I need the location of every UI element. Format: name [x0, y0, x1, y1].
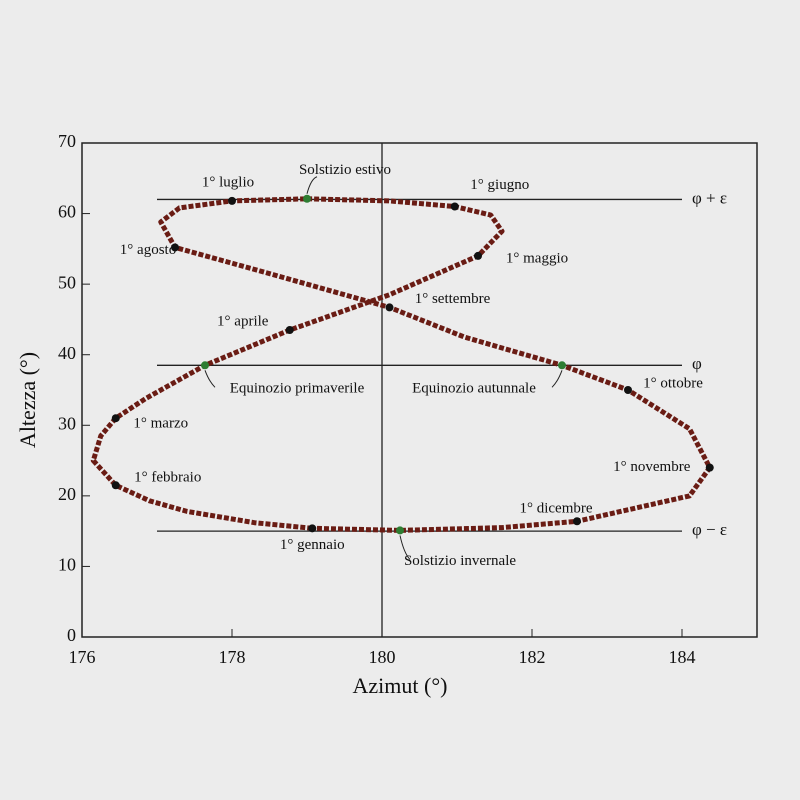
y-tick-label: 40 [58, 343, 76, 363]
y-axis-title: Altezza (°) [15, 352, 40, 448]
plot-frame [81, 142, 758, 638]
date-point [111, 481, 120, 490]
annotation: 1° giugno [470, 177, 529, 193]
annotation: Equinozio primaverile [230, 381, 365, 397]
date-point [228, 196, 236, 205]
y-tick-label: 70 [58, 131, 76, 151]
x-tick-label: 180 [369, 647, 396, 667]
x-tick-label: 182 [519, 647, 546, 667]
x-axis-title: Azimut (°) [353, 673, 448, 698]
annotation: 1° marzo [133, 416, 188, 432]
leader-line [204, 370, 216, 388]
y-tick-label: 0 [67, 625, 76, 645]
leader-line [551, 370, 563, 388]
annotation: 1° ottobre [643, 375, 703, 391]
date-point [171, 243, 179, 252]
analemma-curve [90, 196, 713, 533]
annotation: Solstizio estivo [299, 162, 391, 178]
date-point [303, 194, 311, 203]
annotation: Equinozio autunnale [412, 381, 536, 397]
x-tick-label: 178 [219, 647, 246, 667]
y-tick-label: 10 [58, 555, 76, 575]
date-point [285, 326, 294, 335]
annotation: 1° maggio [506, 250, 568, 266]
date-point [474, 251, 482, 260]
annotation: 1° dicembre [519, 501, 592, 517]
annotation: 1° agosto [120, 242, 176, 258]
x-tick-label: 176 [69, 647, 96, 667]
y-tick-label: 60 [58, 202, 76, 222]
reference-label: φ [692, 354, 702, 373]
y-tick-label: 30 [58, 413, 76, 433]
reference-label: φ + ε [692, 188, 727, 207]
x-tick-label: 184 [669, 647, 696, 667]
annotation: 1° luglio [202, 174, 254, 190]
date-point [558, 361, 566, 370]
date-point [624, 386, 632, 394]
annotation: 1° settembre [415, 291, 491, 307]
leader-line [306, 176, 318, 194]
date-point [385, 303, 394, 312]
leader-line [399, 535, 411, 560]
annotation: Solstizio invernale [404, 553, 516, 569]
date-point [396, 526, 404, 535]
date-point [308, 524, 317, 533]
date-point [111, 414, 120, 423]
y-tick-label: 50 [58, 272, 76, 292]
annotation: 1° febbraio [134, 470, 201, 486]
annotation: 1° gennaio [280, 537, 345, 553]
y-tick-label: 20 [58, 484, 76, 504]
reference-label: φ − ε [692, 520, 727, 539]
annotation: 1° aprile [217, 313, 269, 329]
date-point [705, 463, 714, 472]
date-point [573, 517, 581, 526]
annotation: 1° novembre [613, 459, 691, 475]
date-point [201, 361, 209, 370]
date-point [450, 202, 459, 211]
